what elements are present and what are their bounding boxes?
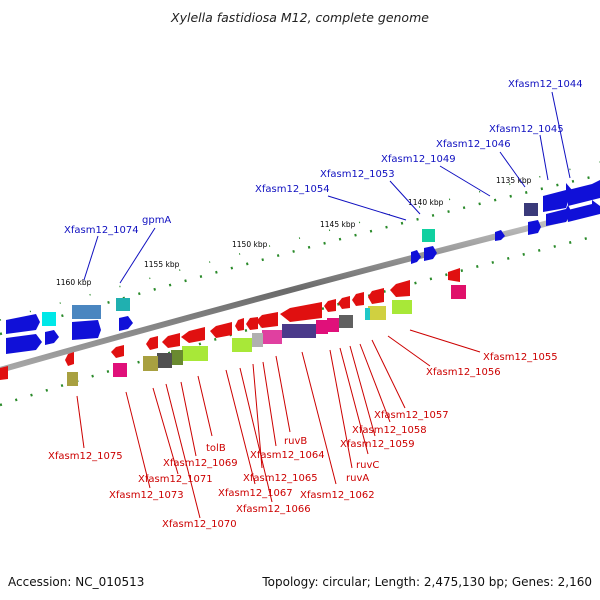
gene-label[interactable]: Xfasm12_1054 xyxy=(255,184,330,195)
gene-block[interactable] xyxy=(392,300,412,314)
gene-arrow[interactable] xyxy=(411,250,421,264)
gene-arrow[interactable] xyxy=(246,317,258,330)
forward-genes xyxy=(6,180,600,354)
gene-arrow[interactable] xyxy=(210,322,232,338)
gene-block[interactable] xyxy=(113,363,127,377)
gene-label[interactable]: Xfasm12_1069 xyxy=(163,458,238,469)
gene-arrow[interactable] xyxy=(495,230,505,241)
gene-block[interactable] xyxy=(182,346,208,361)
reverse-genes xyxy=(0,268,466,386)
gene-label[interactable]: Xfasm12_1056 xyxy=(426,367,501,378)
genome-backbone xyxy=(0,207,600,373)
gene-label[interactable]: Xfasm12_1066 xyxy=(236,504,311,515)
gene-label[interactable]: Xfasm12_1064 xyxy=(250,450,325,461)
gene-label[interactable]: Xfasm12_1045 xyxy=(489,124,564,135)
gene-block[interactable] xyxy=(524,203,538,216)
gene-block[interactable] xyxy=(67,372,78,386)
gene-block[interactable] xyxy=(339,315,353,328)
gene-arrow[interactable] xyxy=(448,268,460,282)
gene-label[interactable]: Xfasm12_1065 xyxy=(243,473,318,484)
scale-tick-label: 1145 kbp xyxy=(320,220,356,229)
gene-label[interactable]: gpmA xyxy=(142,215,171,226)
scale-tick-label: 1135 kbp xyxy=(496,176,532,185)
gene-arrow[interactable] xyxy=(65,352,74,366)
gene-block[interactable] xyxy=(365,308,370,320)
gene-label[interactable]: Xfasm12_1046 xyxy=(436,139,511,150)
gene-arrow[interactable] xyxy=(390,280,410,297)
gene-block[interactable] xyxy=(143,356,158,371)
gene-arrow[interactable] xyxy=(528,220,541,235)
gene-block[interactable] xyxy=(316,320,328,334)
gene-block[interactable] xyxy=(232,338,252,352)
gene-label[interactable]: Xfasm12_1070 xyxy=(162,519,237,530)
gene-arrow[interactable] xyxy=(235,318,244,331)
reverse-leaders xyxy=(76,329,481,519)
reverse-gene-labels: Xfasm12_1055 Xfasm12_1056 Xfasm12_1057 X… xyxy=(48,352,558,530)
gene-block[interactable] xyxy=(282,324,316,338)
gene-arrow[interactable] xyxy=(146,336,158,350)
gene-arrow[interactable] xyxy=(181,327,205,343)
gene-arrow[interactable] xyxy=(352,292,364,306)
gene-block[interactable] xyxy=(368,306,386,320)
scale-tick-label: 1155 kbp xyxy=(144,260,180,269)
gene-arrow[interactable] xyxy=(568,200,600,222)
scale-tick-label: 1140 kbp xyxy=(408,198,444,207)
gene-label[interactable]: Xfasm12_1049 xyxy=(381,154,456,165)
map-title: Xylella fastidiosa M12, complete genome xyxy=(171,10,429,25)
gene-arrow[interactable] xyxy=(324,299,336,312)
forward-gene-labels: Xfasm12_1044 Xfasm12_1045 Xfasm12_1046 X… xyxy=(64,79,583,236)
gene-label[interactable]: Xfasm12_1058 xyxy=(352,425,427,436)
gene-arrow[interactable] xyxy=(543,183,572,212)
gene-arrow[interactable] xyxy=(338,296,350,309)
gene-label[interactable]: Xfasm12_1059 xyxy=(340,439,415,450)
topology-label: Topology: circular; Length: 2,475,130 bp… xyxy=(262,575,592,589)
gene-block[interactable] xyxy=(252,333,263,347)
gene-label[interactable]: Xfasm12_1073 xyxy=(109,490,184,501)
gene-arrow[interactable] xyxy=(119,316,133,331)
gene-arrow[interactable] xyxy=(111,345,124,358)
gene-block[interactable] xyxy=(72,305,101,319)
gene-label[interactable]: Xfasm12_1075 xyxy=(48,451,123,462)
gene-label[interactable]: ruvA xyxy=(346,473,369,484)
gene-label[interactable]: Xfasm12_1071 xyxy=(138,474,213,485)
gene-arrow[interactable] xyxy=(546,205,572,226)
gene-arrow[interactable] xyxy=(424,246,437,261)
gene-block[interactable] xyxy=(157,353,172,368)
gene-arrow[interactable] xyxy=(72,320,101,340)
gene-arrow[interactable] xyxy=(368,288,384,304)
gene-arrow[interactable] xyxy=(568,180,600,206)
gene-arrow[interactable] xyxy=(280,302,322,322)
scale-tick-label: 1160 kbp xyxy=(56,278,92,287)
gene-label[interactable]: ruvC xyxy=(356,460,379,471)
gene-block[interactable] xyxy=(171,350,183,365)
gene-arrow[interactable] xyxy=(256,312,278,328)
gene-block[interactable] xyxy=(42,312,56,326)
gene-label[interactable]: Xfasm12_1074 xyxy=(64,225,139,236)
gene-arrow[interactable] xyxy=(6,334,42,354)
scale-tick-label: 1150 kbp xyxy=(232,240,268,249)
gene-block[interactable] xyxy=(116,298,130,311)
gene-label[interactable]: Xfasm12_1055 xyxy=(483,352,558,363)
gene-arrow[interactable] xyxy=(162,333,180,348)
gene-arrow[interactable] xyxy=(6,314,40,334)
gene-arrow[interactable] xyxy=(0,366,8,380)
gene-label[interactable]: tolB xyxy=(206,443,226,454)
gene-block[interactable] xyxy=(262,330,282,344)
forward-leaders xyxy=(83,91,571,284)
gene-block[interactable] xyxy=(451,285,466,299)
gene-label[interactable]: Xfasm12_1044 xyxy=(508,79,583,90)
gene-block[interactable] xyxy=(422,229,435,242)
gene-label[interactable]: Xfasm12_1067 xyxy=(218,488,293,499)
accession-label: Accession: NC_010513 xyxy=(8,575,145,589)
gene-label[interactable]: Xfasm12_1062 xyxy=(300,490,375,501)
gene-arrow[interactable] xyxy=(45,330,59,345)
gene-label[interactable]: Xfasm12_1053 xyxy=(320,169,395,180)
gene-label[interactable]: ruvB xyxy=(284,436,307,447)
gene-label[interactable]: Xfasm12_1057 xyxy=(374,410,449,421)
gene-block[interactable] xyxy=(327,318,339,332)
